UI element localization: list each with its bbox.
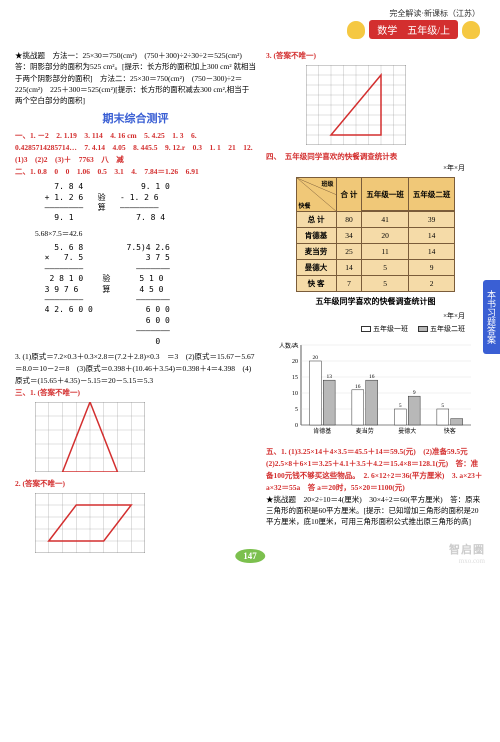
table-cell: 14 bbox=[408, 244, 455, 260]
table-row: 曼德大1459 bbox=[296, 260, 455, 276]
legend-box-2 bbox=[418, 326, 428, 332]
th-c1: 五年级一班 bbox=[362, 178, 409, 211]
table-row: 快 客752 bbox=[296, 276, 455, 292]
chart-title: 五年级同学喜欢的快餐调查统计图 bbox=[266, 296, 485, 308]
svg-text:16: 16 bbox=[355, 383, 361, 389]
svg-text:人数/人: 人数/人 bbox=[279, 342, 299, 350]
table-cell: 14 bbox=[408, 228, 455, 244]
s3-1-label: 三、1. (答案不唯一) bbox=[15, 387, 256, 398]
legend-box-1 bbox=[361, 326, 371, 332]
table-header-row: 班级 快餐 合 计 五年级一班 五年级二班 bbox=[296, 178, 455, 211]
diag-top: 班级 bbox=[322, 179, 334, 188]
svg-text:9: 9 bbox=[413, 390, 416, 396]
table-row: 总 计804139 bbox=[296, 212, 455, 228]
watermark-sub: mxo.com bbox=[459, 557, 485, 565]
svg-text:麦当劳: 麦当劳 bbox=[356, 427, 374, 435]
right-column: 3. (答案不唯一) 四、 五年级同学喜欢的快餐调查统计表 ×年×月 班级 快餐 bbox=[266, 50, 485, 559]
s3-1: 三、1. (答案不唯一) bbox=[15, 388, 80, 397]
table-cell: 曼德大 bbox=[296, 260, 336, 276]
table-cell: 34 bbox=[336, 228, 362, 244]
page-number: 147 bbox=[235, 551, 265, 561]
table-cell: 5 bbox=[362, 276, 409, 292]
table-cell: 9 bbox=[408, 260, 455, 276]
s3-2-label: 2. (答案不唯一) bbox=[15, 478, 256, 489]
th-c2: 五年级二班 bbox=[408, 178, 455, 211]
table-cell: 39 bbox=[408, 212, 455, 228]
s1-text: 一、1. －2 2. 1.19 3. 114 4. 16 cm 5. 4.25 … bbox=[15, 131, 253, 164]
table-cell: 80 bbox=[336, 212, 362, 228]
section-1: 一、1. －2 2. 1.19 3. 114 4. 16 cm 5. 4.25 … bbox=[15, 130, 256, 166]
table-cell: 5 bbox=[362, 260, 409, 276]
grid-figure-1 bbox=[35, 402, 145, 472]
svg-text:0: 0 bbox=[295, 423, 298, 429]
s3: 3. (答案不唯一) bbox=[266, 51, 316, 60]
side-tab: 本书习题答案 bbox=[483, 280, 500, 354]
section-2-head: 二、1. 0.8 0 0 1.06 0.5 3.1 4. 7.84＝1.26 6… bbox=[15, 166, 256, 178]
svg-text:5: 5 bbox=[295, 407, 298, 413]
s2-3: 3. (1)原式＝7.2×0.3＋0.3×2.8＝(7.2＋2.8)×0.3 ＝… bbox=[15, 351, 256, 387]
chart-sub: ×年×月 bbox=[266, 311, 465, 322]
bar-chart: 0510152025人数/人2013肯德基1616麦当劳59曼德大5快客 bbox=[276, 340, 476, 440]
svg-text:20: 20 bbox=[292, 359, 298, 365]
calc-block-1: 7. 8 4 9. 1 0 + 1. 2 6 验 - 1. 2 6 ——————… bbox=[35, 182, 256, 224]
s5: 五、1. (1)3.25×14＋4×3.5＝45.5＋14＝59.5(元) (2… bbox=[266, 446, 485, 494]
svg-text:5: 5 bbox=[399, 403, 402, 409]
duck-icon bbox=[462, 21, 480, 39]
svg-text:13: 13 bbox=[326, 374, 332, 380]
duck-icon bbox=[347, 21, 365, 39]
legend-1: 五年级一班 bbox=[361, 324, 408, 334]
table-row: 肯德基342014 bbox=[296, 228, 455, 244]
exam-title: 期末综合测评 bbox=[15, 110, 256, 126]
table-cell: 11 bbox=[362, 244, 409, 260]
subject-text: 数学 五年级/上 bbox=[369, 20, 458, 39]
s5-text: 五、1. (1)3.25×14＋4×3.5＝45.5＋14＝59.5(元) (2… bbox=[266, 447, 482, 492]
table-cell: 总 计 bbox=[296, 212, 336, 228]
svg-text:曼德大: 曼德大 bbox=[398, 427, 416, 435]
left-column: ★挑战题 方法一：25×30＝750(cm²) (750＋300)÷2÷30÷2… bbox=[15, 50, 256, 559]
table-cell: 麦当劳 bbox=[296, 244, 336, 260]
grid-figure-3 bbox=[306, 65, 406, 145]
svg-text:16: 16 bbox=[369, 374, 375, 380]
legend-label-2: 五年级二班 bbox=[430, 324, 465, 334]
page-num-badge: 147 bbox=[235, 549, 265, 563]
challenge-text: ★挑战题 方法一：25×30＝750(cm²) (750＋300)÷2÷30÷2… bbox=[15, 50, 256, 106]
table-cell: 肯德基 bbox=[296, 228, 336, 244]
table-row: 麦当劳251114 bbox=[296, 244, 455, 260]
grid-figure-2 bbox=[35, 493, 145, 553]
svg-text:20: 20 bbox=[313, 355, 319, 361]
svg-text:15: 15 bbox=[292, 375, 298, 381]
challenge-2: ★挑战题 20×2÷10＝4(厘米) 30×4÷2＝60(平方厘米) 答：原来三… bbox=[266, 494, 485, 528]
calc-1b: 5.68×7.5＝42.6 bbox=[35, 228, 256, 239]
table-cell: 25 bbox=[336, 244, 362, 260]
svg-text:5: 5 bbox=[441, 403, 444, 409]
s3-2: 2. (答案不唯一) bbox=[15, 479, 65, 488]
diag-left: 快餐 bbox=[299, 201, 311, 210]
svg-text:肯德基: 肯德基 bbox=[313, 427, 331, 435]
s2-head: 二、1. 0.8 0 0 1.06 0.5 3.1 4. 7.84＝1.26 6… bbox=[15, 167, 199, 176]
s4-title: 四、 五年级同学喜欢的快餐调查统计表 bbox=[266, 151, 485, 162]
s3-label: 3. (答案不唯一) bbox=[266, 50, 485, 61]
s4-title-text: 四、 五年级同学喜欢的快餐调查统计表 bbox=[266, 152, 397, 161]
s4-sub: ×年×月 bbox=[266, 163, 465, 174]
table-cell: 7 bbox=[336, 276, 362, 292]
svg-text:快客: 快客 bbox=[444, 427, 456, 435]
legend-label-1: 五年级一班 bbox=[373, 324, 408, 334]
legend-2: 五年级二班 bbox=[418, 324, 465, 334]
table-cell: 快 客 bbox=[296, 276, 336, 292]
subject-badge: 数学 五年级/上 bbox=[347, 20, 480, 39]
watermark: 智启圈 bbox=[449, 541, 485, 557]
chart-legend: 五年级一班 五年级二班 bbox=[266, 324, 465, 334]
survey-table: 班级 快餐 合 计 五年级一班 五年级二班 总 计804139肯德基342014… bbox=[296, 177, 456, 292]
table-cell: 20 bbox=[362, 228, 409, 244]
table-cell: 41 bbox=[362, 212, 409, 228]
table-cell: 14 bbox=[336, 260, 362, 276]
calc-block-2: 5. 6 8 7.5)4 2.6 × 7. 5 3 7 5 ———————— —… bbox=[35, 243, 256, 347]
series-title: 完全解读·新课标（江苏） bbox=[389, 8, 480, 19]
svg-text:10: 10 bbox=[292, 391, 298, 397]
th-total: 合 计 bbox=[336, 178, 362, 212]
table-cell: 2 bbox=[408, 276, 455, 292]
